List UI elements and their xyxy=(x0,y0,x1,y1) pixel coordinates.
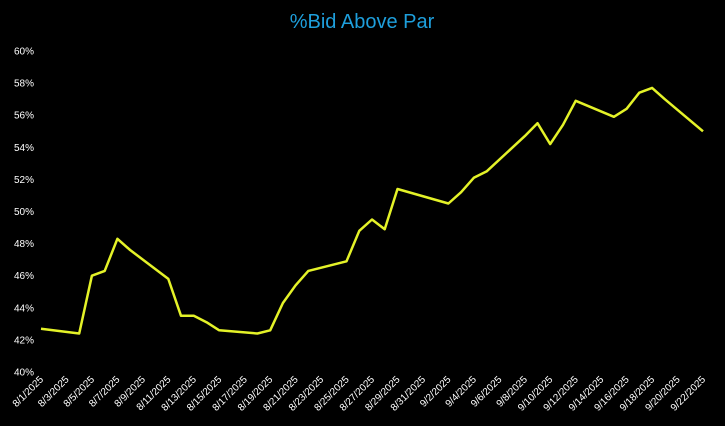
y-tick-label: 46% xyxy=(14,271,34,282)
y-tick-label: 58% xyxy=(14,79,34,90)
y-tick-label: 40% xyxy=(14,368,34,379)
y-tick-label: 44% xyxy=(14,303,34,314)
y-tick-label: 54% xyxy=(14,143,34,154)
chart-title: %Bid Above Par xyxy=(290,11,435,33)
y-tick-label: 56% xyxy=(14,111,34,122)
y-tick-label: 52% xyxy=(14,175,34,186)
y-tick-label: 48% xyxy=(14,239,34,250)
y-tick-label: 50% xyxy=(14,207,34,218)
line xyxy=(40,86,704,335)
y-tick-label: 42% xyxy=(14,335,34,346)
y-tick-label: 60% xyxy=(14,47,34,58)
